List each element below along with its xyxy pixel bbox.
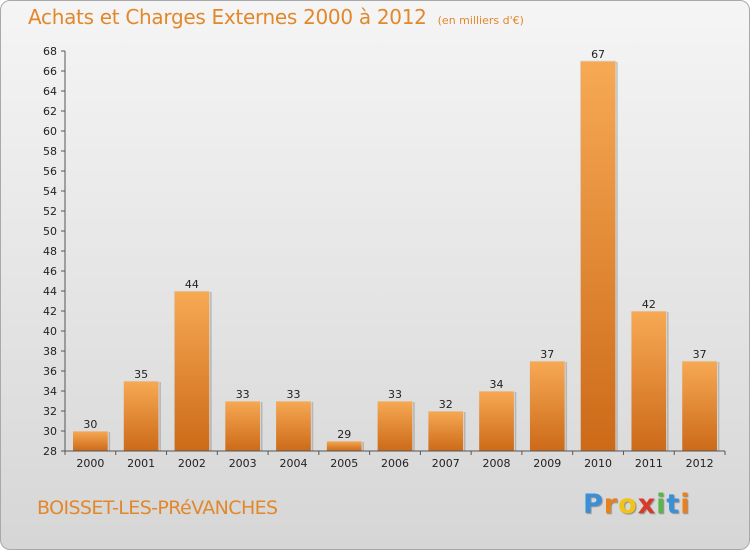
- bar-value-label: 42: [642, 298, 656, 311]
- y-tick-label: 54: [43, 185, 57, 198]
- y-tick-label: 68: [43, 45, 57, 58]
- bar: [681, 360, 718, 452]
- logo-letter: i: [656, 489, 667, 520]
- y-tick-label: 58: [43, 145, 57, 158]
- bar: [173, 290, 211, 452]
- y-tick-label: 46: [43, 265, 57, 278]
- y-tick-label: 50: [43, 225, 57, 238]
- x-tick-label: 2006: [381, 457, 409, 470]
- bar: [326, 440, 363, 452]
- y-tick-label: 42: [43, 305, 57, 318]
- x-tick-label: 2003: [229, 457, 257, 470]
- y-tick-label: 64: [43, 85, 57, 98]
- bar: [122, 380, 160, 452]
- bar-value-label: 44: [185, 278, 199, 291]
- y-tick-label: 40: [43, 325, 57, 338]
- x-tick-label: 2008: [483, 457, 511, 470]
- y-tick-label: 60: [43, 125, 57, 138]
- logo-letter: o: [618, 489, 638, 520]
- y-tick-label: 28: [43, 445, 57, 458]
- proxiti-logo: Proxiti: [583, 489, 691, 520]
- y-tick-label: 34: [43, 385, 57, 398]
- x-tick-label: 2005: [330, 457, 358, 470]
- y-tick-label: 52: [43, 205, 57, 218]
- bar: [224, 400, 261, 452]
- y-tick-label: 66: [43, 65, 57, 78]
- x-tick-label: 2001: [127, 457, 155, 470]
- x-tick-label: 2012: [686, 457, 714, 470]
- y-tick-label: 32: [43, 405, 57, 418]
- y-tick-label: 30: [43, 425, 57, 438]
- logo-letter: x: [637, 489, 657, 520]
- x-tick-label: 2004: [279, 457, 307, 470]
- place-name: BOISSET-LES-PRéVANCHES: [37, 497, 278, 519]
- x-tick-label: 2011: [635, 457, 663, 470]
- bar-value-label: 29: [337, 428, 351, 441]
- bar: [630, 310, 668, 452]
- y-tick-label: 48: [43, 245, 57, 258]
- bar-value-label: 33: [236, 388, 250, 401]
- bar: [579, 60, 617, 452]
- bar-value-label: 35: [134, 368, 148, 381]
- bar-value-label: 33: [286, 388, 300, 401]
- bar: [427, 410, 464, 452]
- x-tick-label: 2009: [533, 457, 561, 470]
- bar: [275, 400, 312, 452]
- x-tick-label: 2000: [76, 457, 104, 470]
- bar: [529, 360, 566, 452]
- y-tick-label: 36: [43, 365, 57, 378]
- x-tick-label: 2007: [432, 457, 460, 470]
- bar-value-label: 37: [693, 348, 707, 361]
- y-tick-label: 44: [43, 285, 57, 298]
- chart-title: Achats et Charges Externes 2000 à 2012: [28, 5, 427, 29]
- y-tick-label: 62: [43, 105, 57, 118]
- logo-letter: i: [680, 489, 691, 520]
- bars: 30 35 44 33 33 29 33 32 34 37 67 42 37: [72, 48, 720, 452]
- chart-subtitle: (en milliers d'€): [437, 14, 524, 27]
- bar-value-label: 67: [591, 48, 605, 61]
- bar-value-label: 30: [83, 418, 97, 431]
- logo-letter: r: [603, 489, 619, 520]
- bar-value-label: 32: [439, 398, 453, 411]
- logo-letter: t: [666, 489, 681, 520]
- logo-letter: P: [583, 489, 604, 520]
- y-tick-label: 38: [43, 345, 57, 358]
- bar: [376, 400, 414, 452]
- bar: [72, 430, 109, 452]
- bar-value-label: 37: [540, 348, 554, 361]
- y-axis: 28 30 32 34 36 38 40 42 44 46 48 50 52 54 56 58 60 62 64 66…: [43, 45, 66, 458]
- bar: [478, 390, 515, 452]
- x-axis: 2000 2001 2002 2003 2004 2005 2006 2007 2008 2009…: [64, 450, 726, 470]
- bar-value-label: 33: [388, 388, 402, 401]
- x-tick-label: 2002: [178, 457, 206, 470]
- y-tick-label: 56: [43, 165, 57, 178]
- chart-header: Achats et Charges Externes 2000 à 2012 (…: [28, 5, 524, 29]
- x-tick-label: 2010: [584, 457, 612, 470]
- bar-value-label: 34: [490, 378, 504, 391]
